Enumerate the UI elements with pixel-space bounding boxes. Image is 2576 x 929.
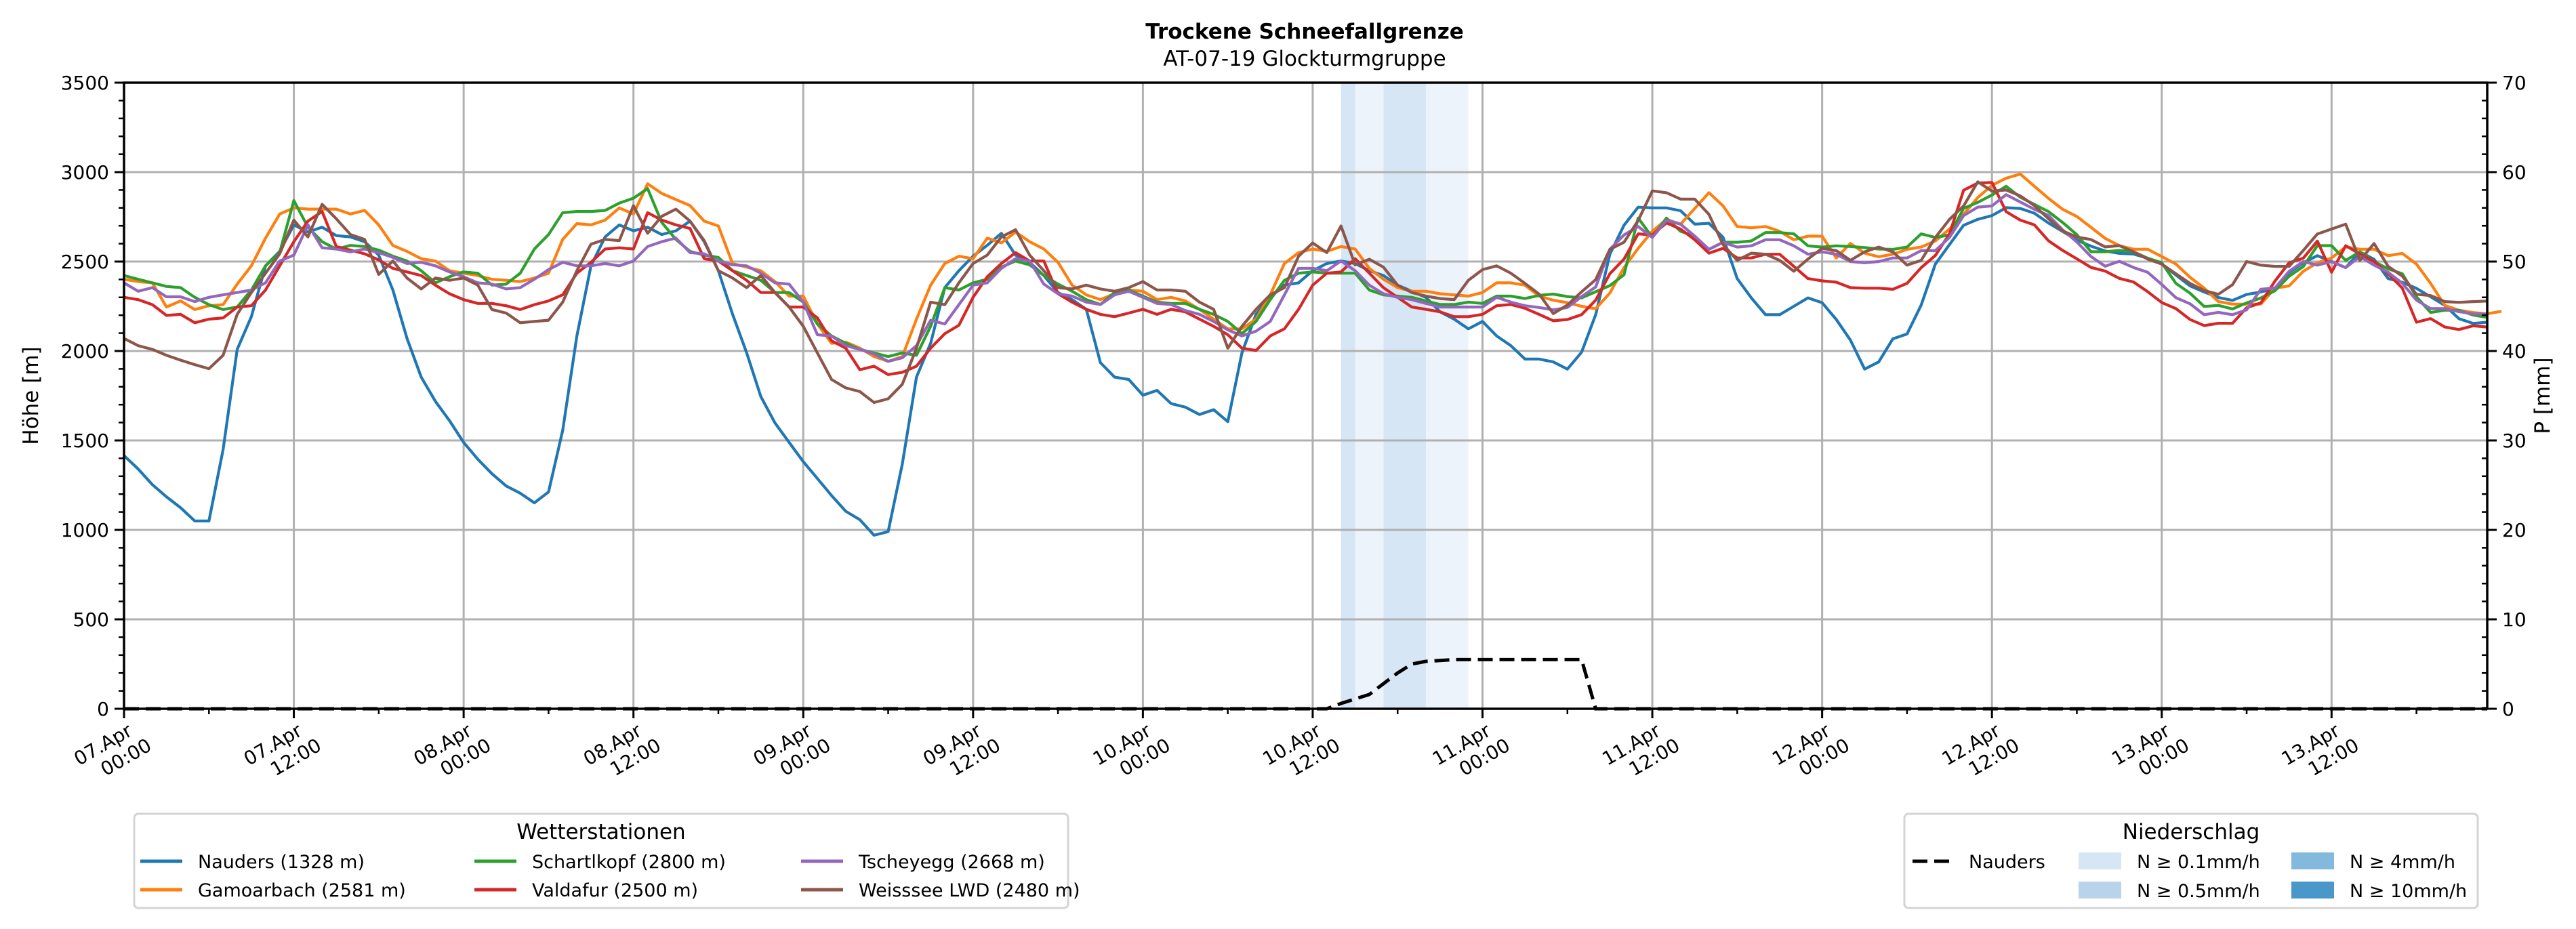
- precipitation-line-group: [124, 657, 2487, 711]
- legend-precip-patch: [2291, 852, 2334, 869]
- chart-subtitle: AT-07-19 Glockturmgruppe: [1163, 47, 1446, 71]
- y-tick-label: 3000: [61, 161, 109, 184]
- legend-station-label: Gamoarbach (2581 m): [198, 880, 406, 901]
- y-tick-label: 0: [97, 698, 109, 720]
- y-right-tick-label: 0: [2502, 698, 2514, 720]
- y-right-tick-label: 70: [2502, 72, 2527, 94]
- legend-precipitation: Niederschlag Nauders N ≥ 0.1mm/h N ≥ 0.5m…: [1903, 812, 2479, 909]
- y-right-tick-label: 10: [2502, 608, 2527, 631]
- legend-precip-line-label: Nauders: [1969, 852, 2045, 873]
- legend-station-label: Nauders (1328 m): [198, 852, 365, 873]
- y-tick-label: 3500: [61, 72, 109, 94]
- legend-precip-patch: [2291, 882, 2334, 899]
- legend-precip-patch: [2079, 882, 2121, 899]
- series-line-tscheyegg: [123, 193, 2488, 363]
- legend-stations: Wetterstationen Nauders (1328 m) Gamoarba…: [133, 812, 1080, 909]
- series-line-weisssee: [123, 180, 2488, 405]
- legend-precip-label: N ≥ 4mm/h: [2350, 852, 2455, 873]
- y-right-tick-label: 60: [2502, 161, 2527, 184]
- legend-precip-label: N ≥ 0.1mm/h: [2137, 852, 2260, 873]
- legend-stations-frame: [133, 812, 1069, 909]
- y-axis-left-ticks: 0 500 1000 1500 2000 2500 3000 3500: [61, 72, 124, 720]
- legend-precipitation-frame: [1903, 812, 2479, 909]
- y-tick-label: 1500: [61, 430, 109, 452]
- chart-title: Trockene Schneefallgrenze: [1145, 20, 1464, 44]
- legend-station-label: Schartlkopf (2800 m): [532, 852, 726, 873]
- precip-band: [1355, 83, 1384, 709]
- legend-stations-title: Wetterstationen: [516, 820, 685, 844]
- legend-precip-label: N ≥ 0.5mm/h: [2137, 881, 2260, 902]
- series-line-nauders: [123, 205, 2488, 537]
- y-tick-label: 2500: [61, 251, 109, 273]
- station-lines: [123, 172, 2502, 537]
- precipitation-bands: [1341, 83, 1469, 709]
- legend-precip-patch: [2079, 852, 2121, 869]
- y-tick-label: 500: [73, 608, 109, 631]
- y-right-tick-label: 50: [2502, 251, 2527, 273]
- y-right-tick-label: 40: [2502, 340, 2527, 363]
- legend-station-label: Weisssee LWD (2480 m): [859, 880, 1080, 901]
- grid-lines: [124, 83, 2487, 709]
- y-tick-label: 2000: [61, 340, 109, 363]
- legend-precipitation-title: Niederschlag: [2123, 820, 2260, 844]
- plot-frame: [123, 81, 2489, 710]
- precip-band: [1341, 83, 1355, 709]
- y-right-tick-label: 20: [2502, 519, 2527, 541]
- precipitation-line-nauders: [124, 657, 2487, 711]
- y-right-tick-label: 30: [2502, 430, 2527, 452]
- axes: [123, 81, 2489, 710]
- series-line-gamoarbach: [123, 172, 2502, 363]
- y-axis-label-left: Höhe [m]: [19, 346, 43, 445]
- series-line-valdafur: [123, 181, 2488, 376]
- precip-band: [1383, 83, 1426, 709]
- y-tick-label: 1000: [61, 519, 109, 541]
- series-line-schartlkopf: [123, 184, 2488, 358]
- legend-station-label: Tscheyegg (2668 m): [858, 852, 1045, 873]
- precip-band: [1425, 83, 1469, 709]
- y-axis-right-ticks: 0 10 20 30 40 50 60 70: [2482, 72, 2527, 720]
- y-axis-label-right: P [mm]: [2531, 357, 2555, 434]
- legend-station-label: Valdafur (2500 m): [532, 880, 698, 901]
- legend-precip-label: N ≥ 10mm/h: [2350, 881, 2467, 902]
